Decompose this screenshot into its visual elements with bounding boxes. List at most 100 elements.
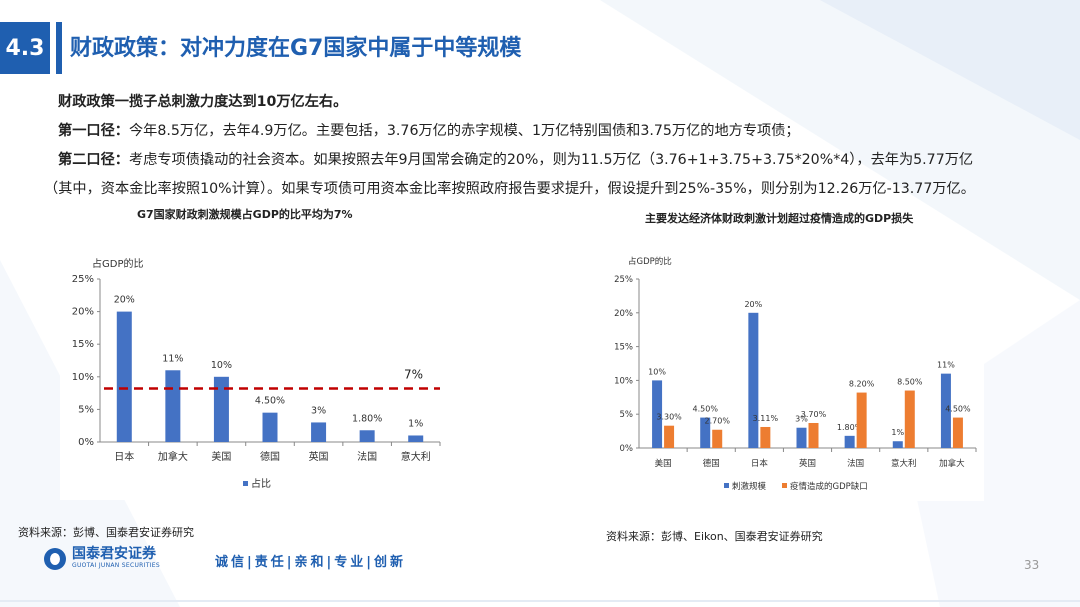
y-tick-label: 0% [78, 437, 94, 448]
legend-label: 占比 [251, 477, 271, 490]
caliber-1-text: 今年8.5万亿，去年4.9万亿。主要包括，3.76万亿的赤字规模、1万亿特别国债… [128, 123, 800, 139]
bar [311, 422, 327, 442]
y-tick-label: 20% [614, 309, 633, 319]
bar [116, 311, 132, 442]
legend-swatch [724, 483, 729, 488]
x-tick-label: 日本 [751, 458, 769, 469]
y-tick-label: 0% [620, 444, 634, 454]
section-number-badge: 4.3 [0, 22, 50, 74]
x-tick-label: 英国 [799, 458, 816, 469]
right-chart-title: 主要发达经济体财政刺激计划超过疫情造成的GDP损失 [645, 212, 914, 225]
logo-mark-icon [44, 547, 66, 570]
body-text: 财政政策一揽子总刺激力度达到10万亿左右。 第一口径：今年8.5万亿，去年4.9… [44, 88, 1074, 204]
bar [165, 370, 181, 442]
data-label: 2.70% [705, 417, 731, 426]
company-slogan: 诚信|责任|亲和|专业|创新 [215, 555, 406, 570]
legend-label: 疫情造成的GDP缺口 [790, 481, 868, 492]
data-label: 11% [162, 353, 183, 364]
left-chart-title: G7国家财政刺激规模占GDP的比平均为7% [137, 208, 353, 221]
data-label: 3.70% [801, 410, 827, 419]
y-tick-label: 10% [614, 376, 633, 386]
data-label: 4.50% [693, 405, 719, 414]
bar [904, 390, 915, 448]
y-tick-label: 20% [72, 307, 94, 318]
x-tick-label: 加拿大 [158, 450, 188, 463]
data-label: 3.11% [753, 414, 779, 423]
data-label: 10% [648, 367, 666, 376]
data-label: 8.20% [849, 380, 875, 389]
data-label: 1.80% [837, 423, 863, 432]
data-label: 1.80% [352, 413, 382, 424]
y-axis-title: 占GDP的比 [92, 257, 143, 270]
data-label: 1% [891, 428, 904, 437]
y-tick-label: 25% [614, 275, 633, 285]
bar [748, 312, 759, 448]
x-tick-label: 意大利 [891, 458, 917, 469]
bar [359, 430, 375, 442]
legend-swatch [243, 481, 248, 486]
data-label: 11% [937, 361, 955, 370]
y-tick-label: 10% [72, 372, 94, 383]
data-label: 10% [211, 360, 232, 371]
bar [664, 425, 675, 448]
y-tick-label: 15% [72, 339, 94, 350]
x-tick-label: 日本 [114, 450, 134, 463]
x-tick-label: 英国 [309, 450, 329, 463]
bar [844, 435, 855, 448]
y-axis-title: 占GDP的比 [628, 256, 672, 267]
x-tick-label: 意大利 [401, 450, 431, 463]
y-tick-label: 5% [78, 404, 94, 415]
logo-english-name: GUOTAI JUNAN SECURITIES [72, 562, 160, 569]
legend-label: 刺激规模 [732, 481, 767, 492]
average-label: 7% [404, 368, 423, 382]
left-chart: 占GDP的比 0% 5% 10% 15% 20% 25% 日本 20% 加拿大 11% 美国 10% 德国… [60, 245, 450, 500]
left-source: 资料来源：彭博、国泰君安证券研究 [18, 526, 194, 539]
company-logo: 国泰君安证券 GUOTAI JUNAN SECURITIES [44, 547, 160, 570]
y-tick-label: 15% [614, 343, 633, 353]
bar [808, 422, 819, 448]
bar [856, 392, 867, 448]
data-label: 3% [795, 415, 808, 424]
data-label: 8.50% [897, 378, 923, 387]
bar [652, 380, 663, 448]
bar [262, 412, 278, 442]
x-tick-label: 法国 [847, 458, 864, 469]
data-label: 20% [114, 295, 135, 306]
data-label: 4.50% [945, 405, 971, 414]
body-line-2: 第一口径：今年8.5万亿，去年4.9万亿。主要包括，3.76万亿的赤字规模、1万… [44, 117, 1074, 146]
bar [940, 373, 951, 448]
x-tick-label: 法国 [357, 450, 377, 463]
x-tick-label: 德国 [260, 450, 280, 463]
data-label: 3% [311, 405, 326, 416]
y-tick-label: 5% [620, 410, 634, 420]
caliber-1-label: 第一口径： [58, 123, 129, 139]
body-line-4: （其中，资本金比率按照10%计算）。如果专项债可用资本金比率按照政府报告要求提升… [44, 181, 975, 197]
right-chart: 占GDP的比 0% 5% 10% 15% 20% 25% 美国 10% 3.30% 德国 4.50% 2… [601, 246, 984, 501]
data-label: 1% [408, 418, 423, 429]
bottom-divider [0, 600, 1080, 602]
bar [712, 429, 723, 448]
data-label: 3.30% [656, 413, 682, 422]
bar [213, 376, 229, 442]
data-label: 20% [744, 300, 762, 309]
caliber-2-label: 第二口径： [58, 152, 129, 168]
body-line-3: 第二口径：考虑专项债撬动的社会资本。如果按照去年9月国常会确定的20%，则为11… [44, 146, 1074, 175]
bar [892, 441, 903, 448]
data-label: 4.50% [255, 396, 285, 407]
x-tick-label: 美国 [655, 458, 672, 469]
page-number: 33 [1024, 558, 1040, 572]
caliber-2-text: 考虑专项债撬动的社会资本。如果按照去年9月国常会确定的20%，则为11.5万亿（… [128, 152, 974, 168]
bar [760, 426, 771, 448]
body-line-1: 财政政策一揽子总刺激力度达到10万亿左右。 [58, 94, 348, 110]
legend-swatch [782, 483, 787, 488]
bar [952, 417, 963, 448]
logo-name: 国泰君安证券 [72, 546, 156, 562]
bar [796, 427, 807, 448]
left-chart-svg: 占GDP的比 0% 5% 10% 15% 20% 25% 日本 20% 加拿大 11% 美国 10% 德国… [72, 257, 441, 490]
title-accent-bar [56, 22, 62, 74]
x-tick-label: 加拿大 [939, 458, 965, 469]
bar [700, 417, 711, 448]
x-tick-label: 德国 [703, 458, 720, 469]
bar [408, 435, 424, 442]
